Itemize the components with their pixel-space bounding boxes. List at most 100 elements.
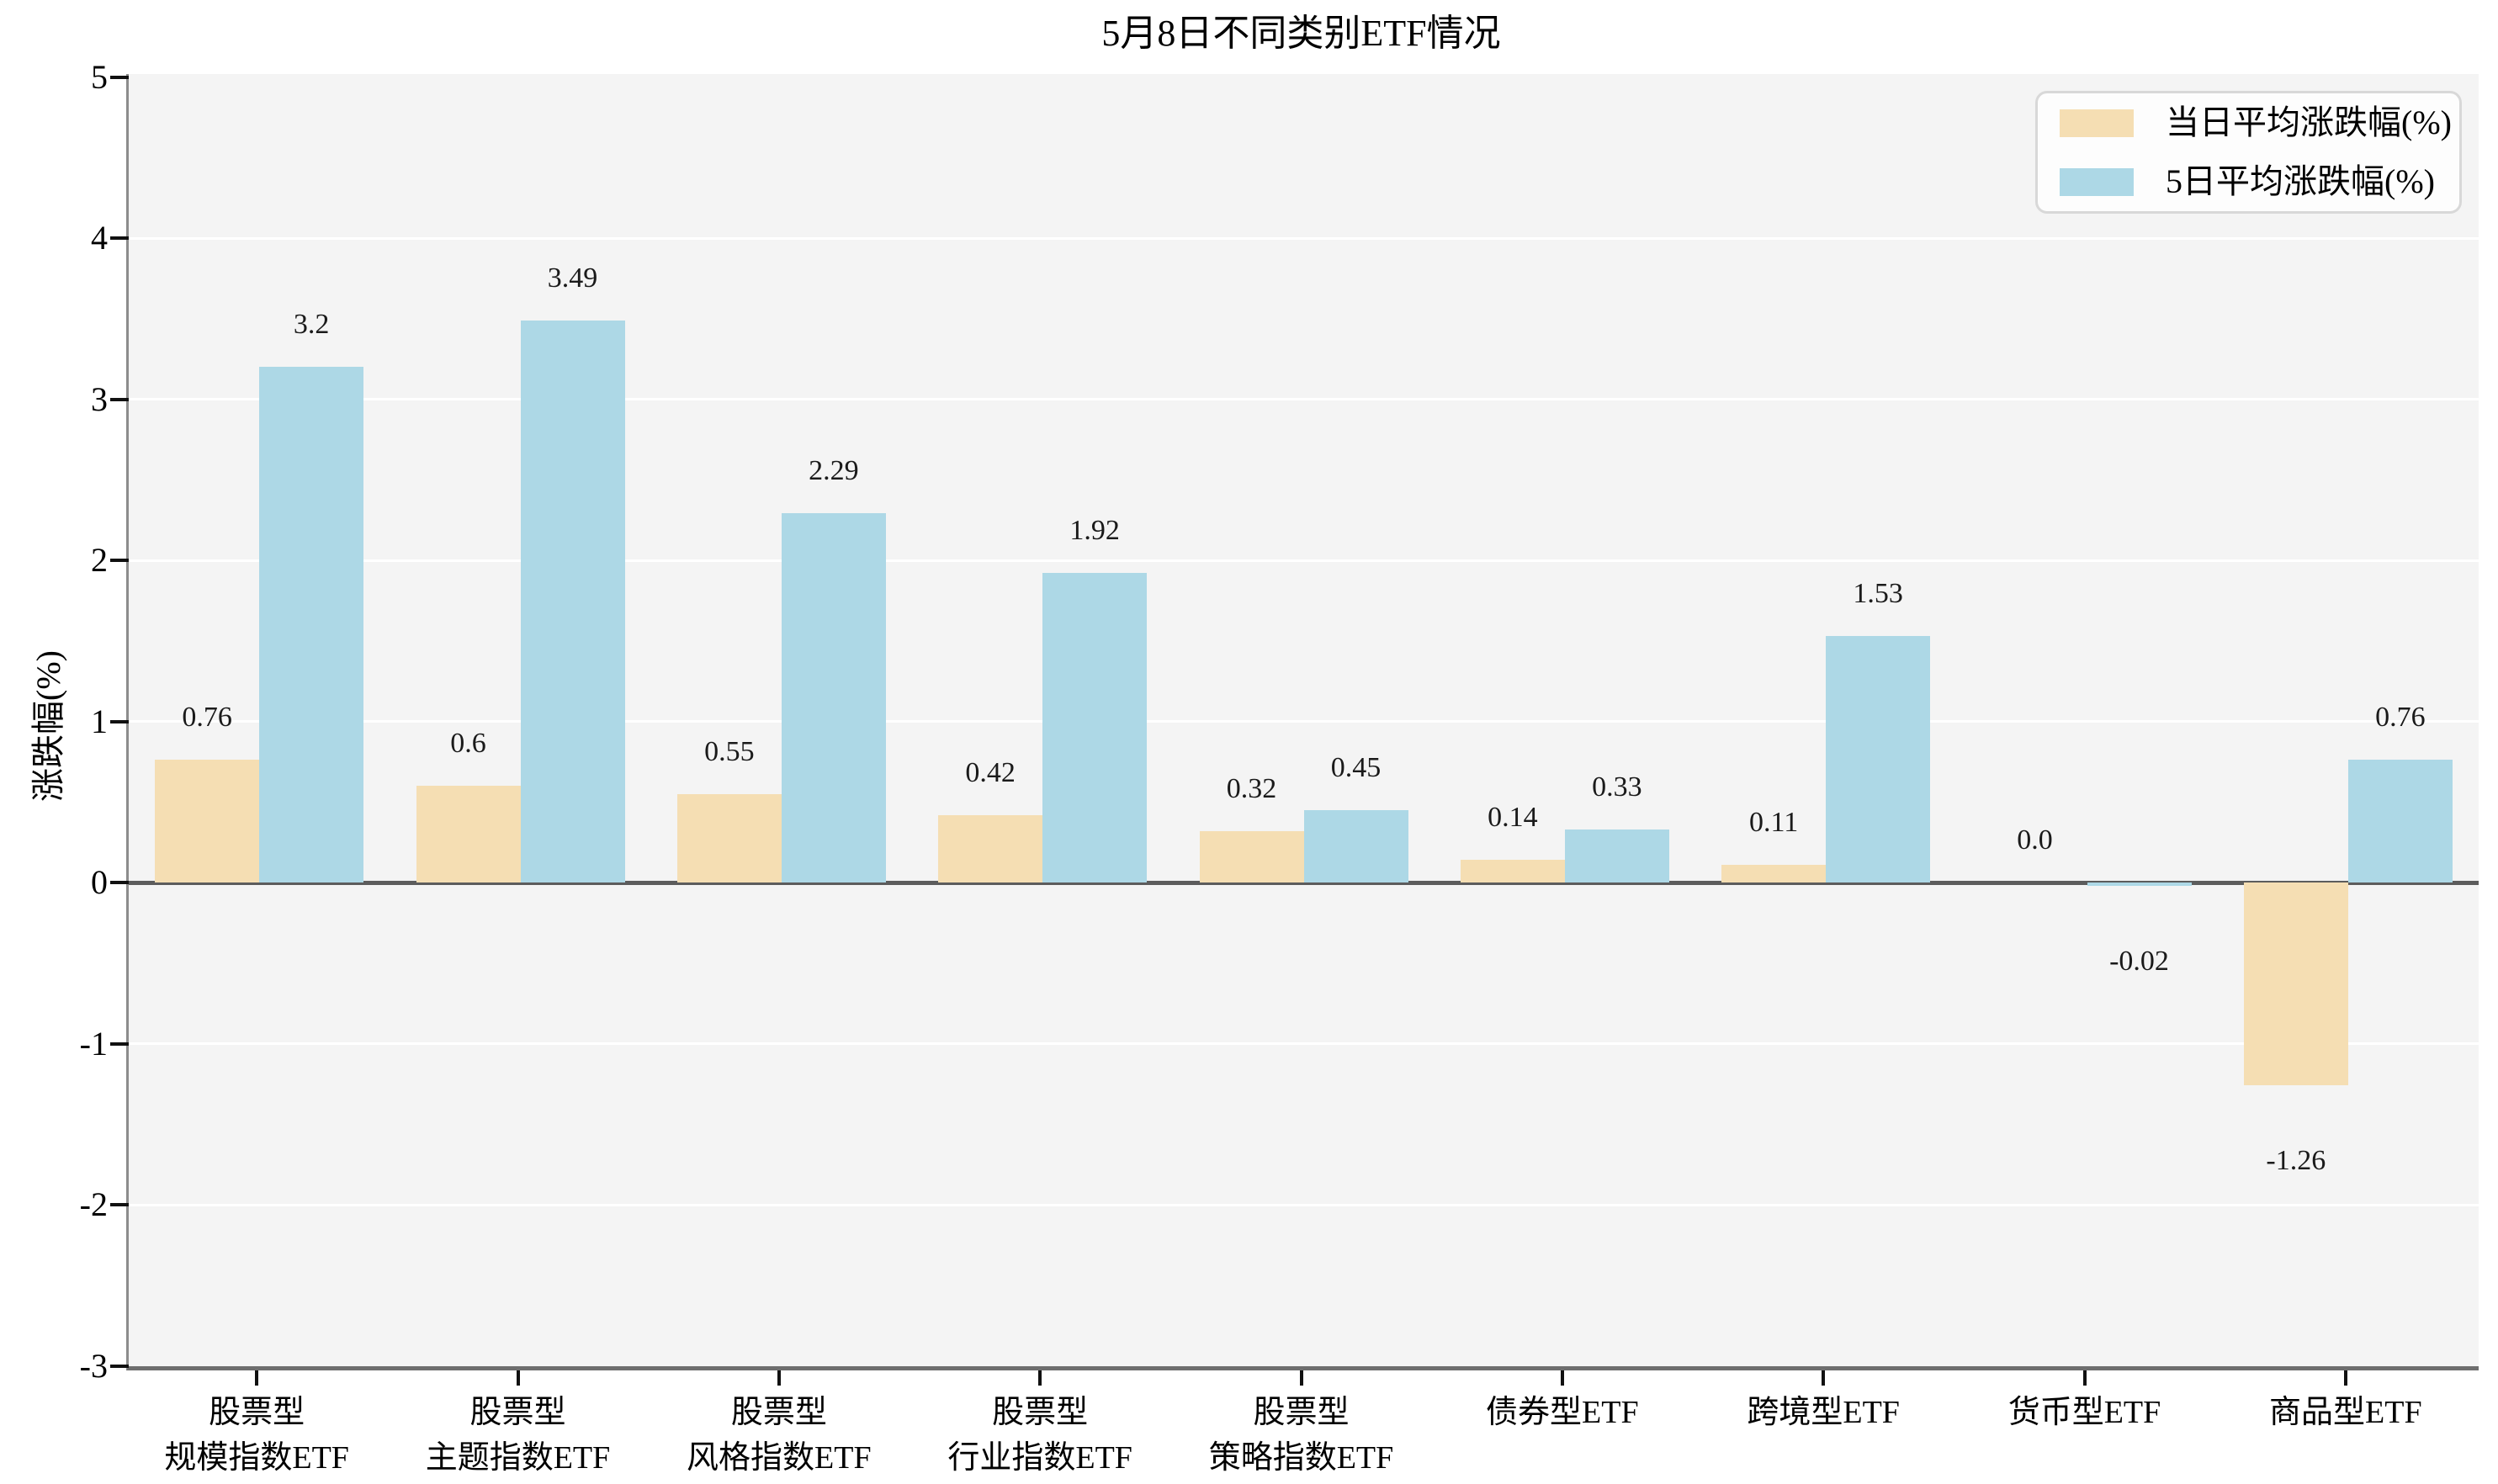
bar-series1-cat6 — [1460, 860, 1565, 882]
x-tick-label-line: 跨境型ETF — [1747, 1395, 1900, 1430]
bar-series1-cat7 — [1721, 864, 1827, 882]
y-tick-label-0: 0 — [91, 863, 108, 901]
x-tick-label-2: 股票型主题指数ETF — [387, 1390, 648, 1481]
gridline-y1 — [129, 720, 2479, 723]
value-label-series1-cat3: 0.55 — [704, 735, 755, 767]
legend-swatch-daily — [2060, 109, 2134, 137]
bar-series2-cat7 — [1826, 636, 1931, 882]
y-tick-3 — [110, 397, 129, 401]
x-tick-3 — [777, 1370, 781, 1386]
x-tick-label-9: 商品型ETF — [2215, 1390, 2476, 1435]
zero-axis-line — [129, 880, 2479, 885]
x-tick-label-4: 股票型行业指数ETF — [910, 1390, 1170, 1481]
x-tick-label-line: 主题指数ETF — [425, 1440, 611, 1476]
x-tick-6 — [1560, 1370, 1564, 1386]
value-label-series2-cat3: 2.29 — [809, 455, 859, 487]
bar-series2-cat9 — [2347, 760, 2453, 882]
x-tick-label-6: 债券型ETF — [1432, 1390, 1693, 1435]
bar-series1-cat3 — [676, 793, 782, 882]
legend: 当日平均涨跌幅(%) 5日平均涨跌幅(%) — [2035, 91, 2462, 214]
gridline-y-2 — [129, 1203, 2479, 1206]
x-tick-1 — [255, 1370, 259, 1386]
gridline-y3 — [129, 398, 2479, 400]
value-label-series1-cat2: 0.6 — [450, 728, 486, 760]
value-label-series1-cat5: 0.32 — [1226, 772, 1277, 804]
x-tick-label-8: 货币型ETF — [1954, 1390, 2214, 1435]
x-tick-label-line: 股票型 — [209, 1395, 305, 1430]
x-tick-label-5: 股票型策略指数ETF — [1170, 1390, 1431, 1481]
value-label-series2-cat9: 0.76 — [2375, 702, 2426, 734]
bar-series1-cat5 — [1199, 830, 1304, 882]
gridline-y2 — [129, 559, 2479, 562]
legend-item-5day: 5日平均涨跌幅(%) — [2060, 163, 2437, 200]
x-tick-2 — [516, 1370, 520, 1386]
chart-title: 5月8日不同类别ETF情况 — [1101, 13, 1501, 54]
x-tick-label-line: 行业指数ETF — [947, 1440, 1132, 1476]
bar-series2-cat5 — [1303, 809, 1408, 882]
y-tick-5 — [110, 75, 129, 79]
x-tick-8 — [2082, 1370, 2087, 1386]
bar-series2-cat4 — [1042, 573, 1148, 882]
value-label-series1-cat7: 0.11 — [1749, 806, 1799, 838]
x-tick-label-line: 商品型ETF — [2269, 1395, 2422, 1430]
legend-swatch-5day — [2060, 167, 2134, 196]
gridline-y-1 — [129, 1042, 2479, 1045]
y-tick-label--2: -2 — [79, 1185, 108, 1223]
value-label-series2-cat2: 3.49 — [547, 262, 598, 294]
value-label-series2-cat4: 1.92 — [1069, 515, 1120, 547]
bar-series1-cat4 — [938, 814, 1043, 882]
y-tick-4 — [110, 236, 129, 240]
y-tick-1 — [110, 719, 129, 723]
legend-item-daily: 当日平均涨跌幅(%) — [2060, 104, 2452, 141]
x-tick-4 — [1038, 1370, 1042, 1386]
y-tick--2 — [110, 1203, 129, 1206]
x-tick-label-line: 股票型 — [469, 1395, 566, 1430]
value-label-series2-cat6: 0.33 — [1592, 771, 1642, 803]
x-tick-label-line: 债券型ETF — [1486, 1395, 1639, 1430]
y-tick-label-1: 1 — [91, 702, 108, 740]
x-tick-label-line: 股票型 — [992, 1395, 1089, 1430]
value-label-series2-cat8: -0.02 — [2109, 945, 2169, 977]
y-tick-label-3: 3 — [91, 379, 108, 418]
x-tick-9 — [2343, 1370, 2347, 1386]
bar-series1-cat2 — [416, 786, 521, 882]
value-label-series1-cat8: 0.0 — [2017, 824, 2053, 856]
value-label-series2-cat1: 3.2 — [293, 309, 330, 341]
plot-area: 0.76 0.6 0.55 0.42 0.32 0.14 0.11 0.0 -1.26 3.2 3.… — [126, 74, 2479, 1370]
y-tick-label-4: 4 — [91, 219, 108, 257]
x-tick-label-3: 股票型 风格指数ETF — [649, 1390, 910, 1481]
legend-label-daily: 当日平均涨跌幅(%) — [2166, 103, 2452, 141]
bar-series2-cat1 — [259, 367, 364, 882]
y-tick-label--3: -3 — [79, 1346, 108, 1385]
y-tick-0 — [110, 881, 129, 884]
x-tick-label-line: 股票型 — [1253, 1395, 1350, 1430]
x-tick-label-line: 货币型ETF — [2007, 1395, 2161, 1430]
x-tick-label-1: 股票型规模指数ETF — [126, 1390, 387, 1481]
x-tick-label-line: 股票型 — [730, 1395, 827, 1430]
bar-series1-cat1 — [155, 760, 260, 882]
y-tick--3 — [110, 1364, 129, 1368]
y-tick-label-5: 5 — [91, 57, 108, 96]
value-label-series1-cat9: -1.26 — [2266, 1145, 2326, 1177]
gridline-y4 — [129, 236, 2479, 240]
legend-label-5day: 5日平均涨跌幅(%) — [2166, 162, 2435, 200]
value-label-series1-cat1: 0.76 — [182, 702, 232, 734]
x-tick-label-line: 策略指数ETF — [1208, 1440, 1394, 1476]
y-tick-label-2: 2 — [91, 541, 108, 579]
value-label-series1-cat4: 0.42 — [965, 756, 1016, 788]
x-tick-7 — [1822, 1370, 1826, 1386]
x-tick-5 — [1299, 1370, 1303, 1386]
value-label-series2-cat5: 0.45 — [1330, 751, 1382, 783]
value-label-series1-cat6: 0.14 — [1488, 802, 1538, 834]
x-tick-label-7: 跨境型ETF — [1693, 1390, 1954, 1435]
bar-series2-cat2 — [520, 320, 625, 882]
bar-series2-cat6 — [1564, 829, 1669, 882]
bar-series1-cat9 — [2243, 882, 2348, 1086]
y-tick-label--1: -1 — [79, 1024, 108, 1063]
y-tick--1 — [110, 1041, 129, 1046]
bar-series2-cat3 — [781, 513, 886, 882]
value-label-series2-cat7: 1.53 — [1853, 578, 1903, 609]
x-tick-label-line: 规模指数ETF — [164, 1440, 349, 1476]
y-tick-2 — [110, 559, 129, 562]
